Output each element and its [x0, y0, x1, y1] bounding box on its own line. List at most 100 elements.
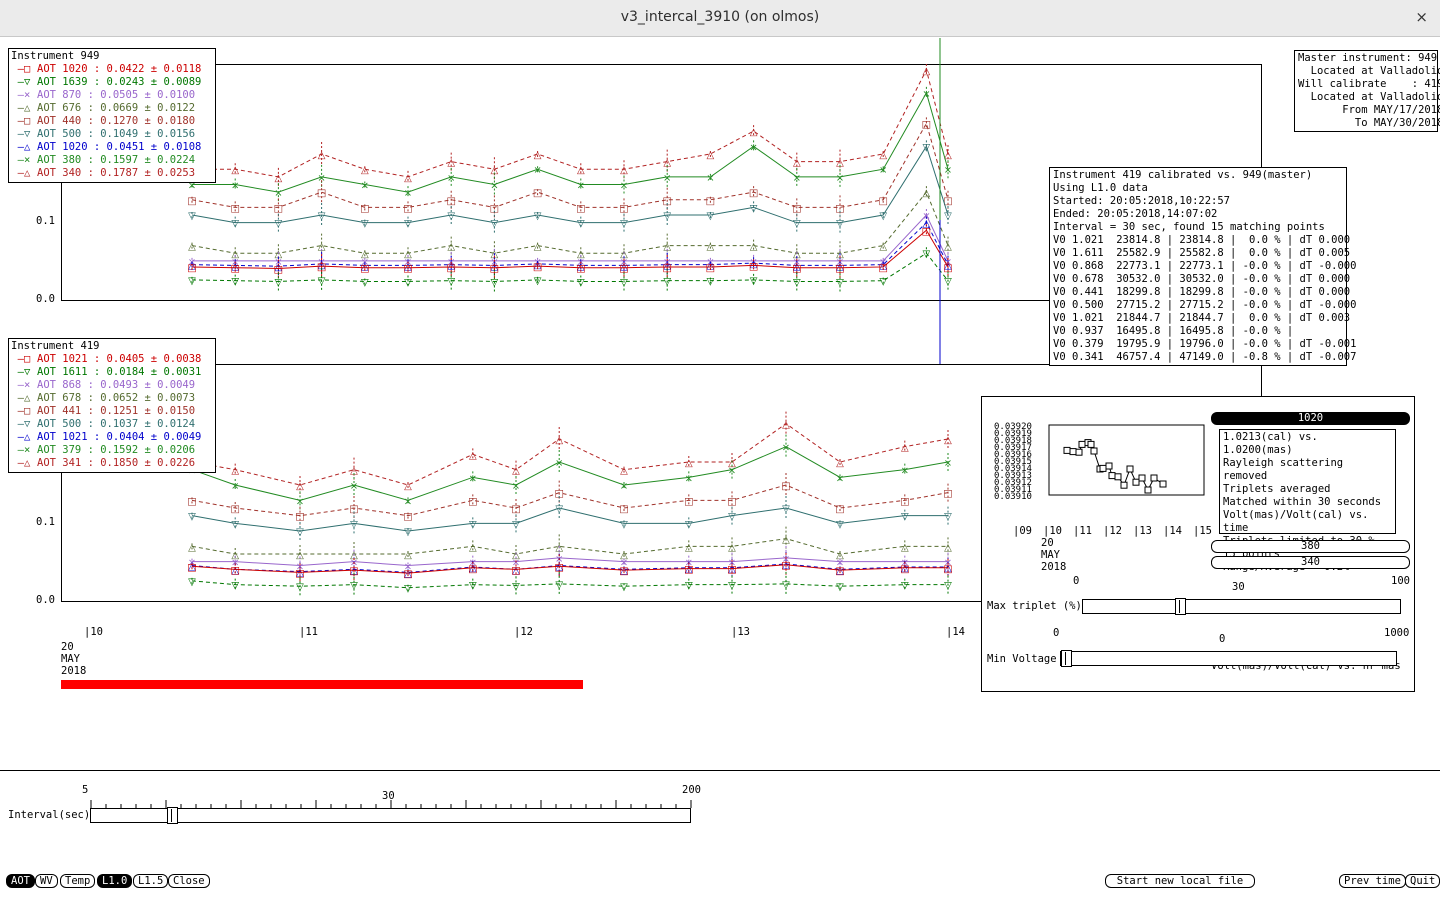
legend-row: —□ AOT 440 : 0.1270 ± 0.0180	[11, 115, 213, 128]
data-point-marker: □	[230, 203, 239, 214]
data-point-marker: ▽	[836, 277, 844, 288]
triangle-up-marker-icon: —△	[11, 431, 37, 444]
data-point-marker: ▽	[944, 277, 952, 288]
data-point-marker: ▽	[750, 203, 758, 214]
data-point-marker: △	[296, 481, 304, 492]
legend-label: AOT 340 :	[37, 167, 100, 179]
data-point-marker: △	[404, 481, 412, 492]
legend-row: —△ AOT 340 : 0.1787 ± 0.0253	[11, 167, 213, 180]
data-point-marker: ▽	[512, 581, 520, 592]
data-point-marker: ×	[350, 481, 358, 492]
mini-point-marker	[1121, 482, 1127, 488]
start-new-local-file-button[interactable]: Start new local file	[1105, 874, 1255, 888]
interval-max: 200	[682, 784, 701, 796]
data-point-marker: □	[749, 188, 758, 199]
data-point-marker: ▽	[685, 581, 693, 592]
data-point-marker: ▽	[663, 211, 671, 222]
data-point-marker: □	[900, 564, 909, 575]
prev-time-button[interactable]: Prev time	[1339, 874, 1406, 888]
aot-button[interactable]: AOT	[6, 874, 35, 888]
data-point-marker: ▽	[404, 584, 412, 595]
interval-slider[interactable]	[90, 808, 691, 823]
data-point-marker: □	[922, 119, 931, 130]
l10-button[interactable]: L1.0	[97, 874, 132, 888]
legend-value: 0.0405 ± 0.0038	[107, 353, 202, 365]
data-point-marker: ▽	[555, 580, 563, 591]
close-button[interactable]: Close	[168, 874, 210, 888]
series-line	[192, 539, 948, 554]
legend-label: AOT 1021 :	[37, 353, 107, 365]
data-point-marker: ×	[685, 473, 693, 484]
legend-label: AOT 1020 :	[37, 63, 107, 75]
data-point-marker: □	[554, 562, 563, 573]
data-point-marker: □	[187, 496, 196, 507]
calibration-line: V0 1.021 21844.7 | 21844.7 | 0.0 % | dT …	[1053, 312, 1343, 325]
triangle-up-marker-icon: —△	[11, 457, 37, 470]
calibration-line: V0 0.678 30532.0 | 30532.0 | -0.0 % | dT…	[1053, 273, 1343, 286]
data-point-marker: ×	[555, 458, 563, 469]
series-1-1: ×××××××××××××××	[188, 435, 952, 510]
option-line: 1.0213(cal) vs. 1.0200(mas)	[1223, 431, 1392, 457]
x-date-label: 20 MAY 2018	[61, 641, 86, 677]
data-point-marker: ▽	[620, 582, 628, 593]
data-point-marker: ×	[620, 481, 628, 492]
data-point-marker: ▽	[491, 277, 499, 288]
data-point-marker: ▽	[361, 277, 369, 288]
data-point-marker: □	[835, 504, 844, 515]
mini-point-marker	[1160, 481, 1166, 487]
wv-button[interactable]: WV	[35, 874, 58, 888]
option-line: Triplets averaged	[1223, 483, 1392, 496]
data-point-marker: □	[662, 263, 671, 274]
l15-button[interactable]: L1.5	[133, 874, 168, 888]
series-line	[192, 447, 948, 501]
mini-y-tick: 0.03910	[994, 492, 1032, 502]
legend-label: AOT 870 :	[37, 89, 100, 101]
data-point-marker: ▽	[296, 527, 304, 538]
time-range-bar[interactable]	[61, 680, 583, 689]
legend-label: AOT 341 :	[37, 457, 100, 469]
max-triplet-slider[interactable]	[1082, 599, 1401, 614]
min-voltage-slider[interactable]	[1060, 651, 1397, 666]
data-point-marker: ▽	[361, 219, 369, 230]
calibration-line: Using L1.0 data	[1053, 182, 1343, 195]
calibration-line: Ended: 20:05:2018,14:07:02	[1053, 208, 1343, 221]
data-point-marker: ×	[782, 443, 790, 454]
data-point-marker: □	[554, 489, 563, 500]
data-point-marker: ×	[274, 188, 282, 199]
data-point-marker: △	[231, 466, 239, 477]
mini-x-tick: |09	[1013, 525, 1032, 537]
square-marker-icon: —□	[11, 115, 37, 128]
data-point-marker: □	[706, 263, 715, 274]
data-point-marker: △	[318, 242, 326, 253]
data-point-marker: ×	[836, 173, 844, 184]
data-point-marker: ▽	[318, 276, 326, 287]
mini-point-marker	[1145, 487, 1151, 493]
max-triplet-thumb[interactable]	[1175, 598, 1186, 615]
data-point-marker: ▽	[188, 276, 196, 287]
data-point-marker: ×	[231, 481, 239, 492]
interval-thumb[interactable]	[167, 807, 178, 824]
legend-label: AOT 1639 :	[37, 76, 107, 88]
legend-label: AOT 500 :	[37, 418, 100, 430]
series-line	[192, 93, 948, 192]
quit-button[interactable]: Quit	[1405, 874, 1440, 888]
data-point-marker: ×	[620, 181, 628, 192]
mini-point-marker	[1076, 449, 1082, 455]
legend-label: AOT 500 :	[37, 128, 100, 140]
triangle-up-marker-icon: —△	[11, 167, 37, 180]
data-point-marker: □	[360, 264, 369, 275]
legend-instrument-949: Instrument 949 —□ AOT 1020 : 0.0422 ± 0.0…	[8, 48, 216, 183]
min-voltage-thumb[interactable]	[1061, 650, 1072, 667]
data-point-marker: □	[230, 264, 239, 275]
wavelength-button-380[interactable]: 380	[1211, 540, 1410, 553]
data-point-marker: △	[923, 188, 931, 199]
mini-point-marker	[1139, 475, 1145, 481]
data-point-marker: △	[231, 165, 239, 176]
x-tick-14: |14	[946, 626, 965, 638]
wavelength-button-340[interactable]: 340	[1211, 556, 1410, 569]
temp-button[interactable]: Temp	[60, 874, 95, 888]
data-point-marker: △	[707, 242, 715, 253]
data-point-marker: △	[188, 542, 196, 553]
wavelength-button-1020[interactable]: 1020	[1211, 412, 1410, 425]
data-point-marker: □	[619, 566, 628, 577]
